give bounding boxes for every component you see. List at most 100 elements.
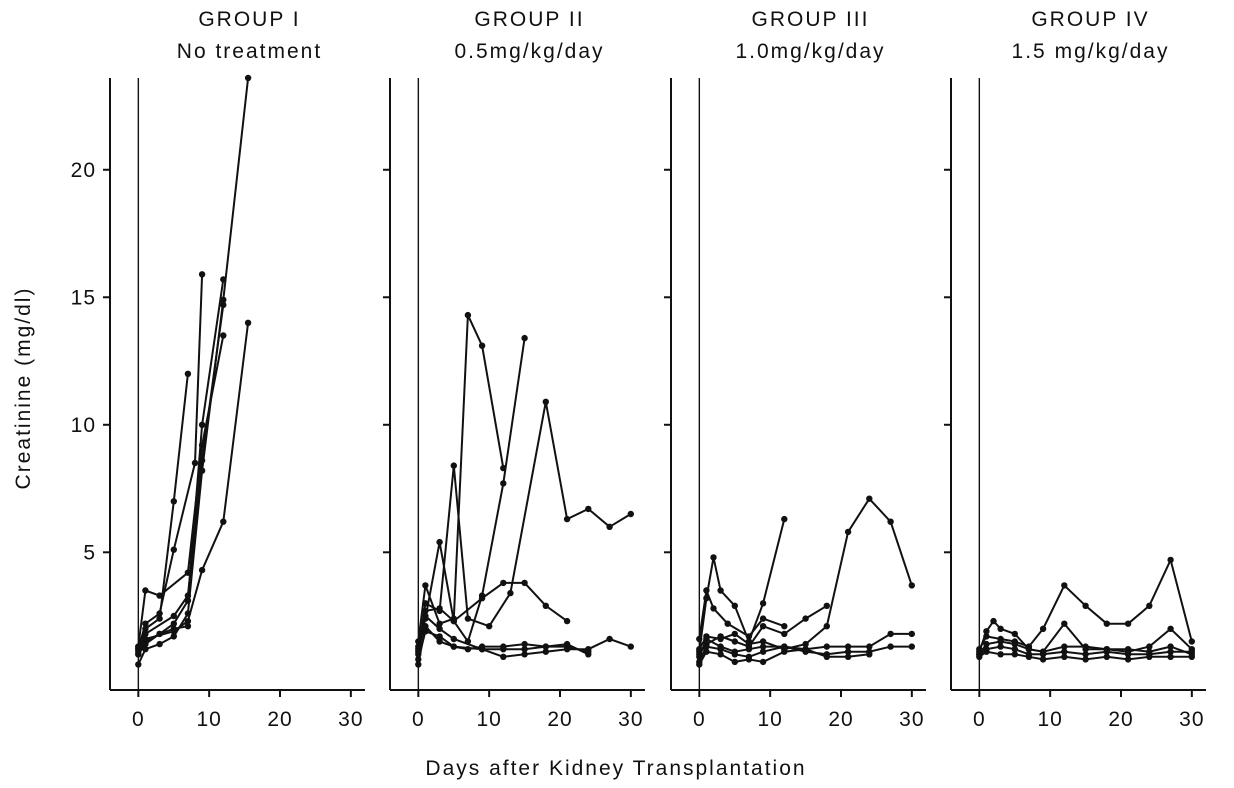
data-point [703,643,710,650]
data-point [1011,651,1018,658]
data-point [717,633,724,640]
data-point [500,579,507,587]
panel-title: GROUP I [198,8,300,31]
series-line [137,322,250,653]
series-5 [976,648,1196,663]
series-line [417,337,526,647]
series-line [137,77,250,665]
data-point [1103,620,1111,627]
data-point [220,518,227,525]
data-point [521,651,528,658]
data-point [563,617,571,625]
data-point [866,495,873,502]
series-line [137,304,225,650]
data-point [1167,556,1174,564]
data-point [983,640,990,648]
data-point [542,648,549,655]
data-point [191,459,199,467]
data-point [1188,648,1196,655]
data-point [1082,602,1089,609]
series-1 [976,556,1196,653]
data-point [887,518,894,525]
data-point [1039,651,1047,658]
data-point [220,296,227,303]
data-point [717,651,724,658]
data-point [436,538,443,546]
panel-3: GROUP III 1.0mg/kg/day 0 10 20 30 [664,8,926,731]
data-point [478,595,486,602]
data-point [1011,646,1018,653]
data-point [1167,648,1174,655]
x-tick-label: 20 [267,708,292,731]
data-point [542,602,549,609]
data-point [710,605,717,612]
data-point [1167,643,1174,650]
data-point [983,648,990,655]
data-point [422,612,429,620]
x-tick-label: 10 [757,708,782,731]
series-line [417,401,632,652]
data-point [500,653,507,660]
data-point [823,623,830,630]
data-point [464,311,472,319]
panel-title: GROUP III [752,8,870,31]
x-tick-label: 30 [899,708,924,731]
data-point [745,633,753,640]
data-point [1167,653,1174,660]
panel-4: GROUP IV 1.5 mg/kg/day 0 10 20 30 [944,8,1206,731]
data-point [521,579,528,587]
data-point [759,648,767,655]
series-1 [696,515,788,655]
data-point [866,651,873,658]
data-point [1146,653,1153,660]
data-point [731,658,738,666]
panel-title: GROUP IV [1031,8,1149,31]
data-point [759,615,767,622]
data-point [731,638,738,645]
x-tick-label: 30 [338,708,363,731]
panel-subtitle: 1.0mg/kg/day [735,40,885,63]
data-point [997,638,1004,645]
data-point [436,625,443,632]
data-point [436,607,443,615]
data-point [1025,646,1033,653]
y-axis-label: Creatinine (mg/dl) [12,287,35,490]
data-point [507,589,514,597]
data-point [696,661,703,668]
data-point [976,653,983,660]
data-point [802,615,809,622]
data-point [478,342,486,349]
data-point [1124,620,1132,627]
data-point [606,523,613,530]
data-point [1061,643,1068,650]
panel-1: GROUP I No treatment 5 10 15 20 0 10 20 30 [71,8,365,731]
data-point [759,643,767,650]
data-point [198,421,206,428]
data-point [759,623,767,630]
data-point [997,625,1004,632]
data-point [184,617,192,625]
data-point [450,617,457,625]
series-line [137,279,225,655]
data-point [887,630,894,638]
data-point [486,623,493,630]
data-point [703,648,710,655]
data-point [731,651,738,658]
data-point [1124,651,1132,658]
data-point [627,643,634,650]
data-point [142,646,149,653]
data-point [844,528,852,536]
data-point [170,498,177,505]
series-5 [135,276,227,658]
x-tick-label: 10 [1037,708,1062,731]
data-point [703,587,710,594]
data-point [142,620,149,627]
data-point [585,648,592,655]
data-point [142,587,149,594]
data-point [184,370,192,377]
data-point [717,587,724,594]
x-tick-label: 10 [196,708,221,731]
data-point [781,643,788,650]
data-point [1061,582,1068,589]
